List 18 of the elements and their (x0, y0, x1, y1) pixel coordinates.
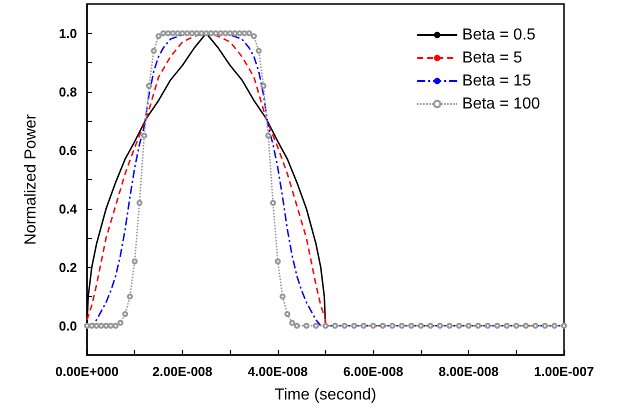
x-tick-label: 0.00E+000 (55, 364, 119, 379)
legend-label: Beta = 100 (462, 96, 540, 112)
x-tick-label: 8.00E-008 (438, 364, 499, 379)
legend-label: Beta = 5 (462, 50, 522, 66)
y-tick-label: 0.8 (58, 84, 77, 100)
x-tick-label: 6.00E-008 (343, 364, 404, 379)
y-tick-label: 0.2 (58, 260, 77, 275)
legend-label: Beta = 0.5 (462, 26, 536, 44)
legend-label: Beta = 15 (462, 72, 532, 90)
y-tick-label: 0.4 (58, 201, 78, 216)
x-tick-label: 4.00E-008 (248, 364, 308, 379)
x-tick-label: 2.00E-008 (152, 364, 212, 379)
y-axis-title: Normalized Power (22, 113, 40, 245)
y-tick-label: 0.0 (58, 318, 77, 334)
y-tick-label: 0.6 (58, 142, 77, 158)
x-tick-label: 1.00E-007 (534, 364, 594, 379)
x-axis-title: Time (second) (274, 386, 376, 404)
y-tick-label: 1.0 (58, 26, 77, 41)
